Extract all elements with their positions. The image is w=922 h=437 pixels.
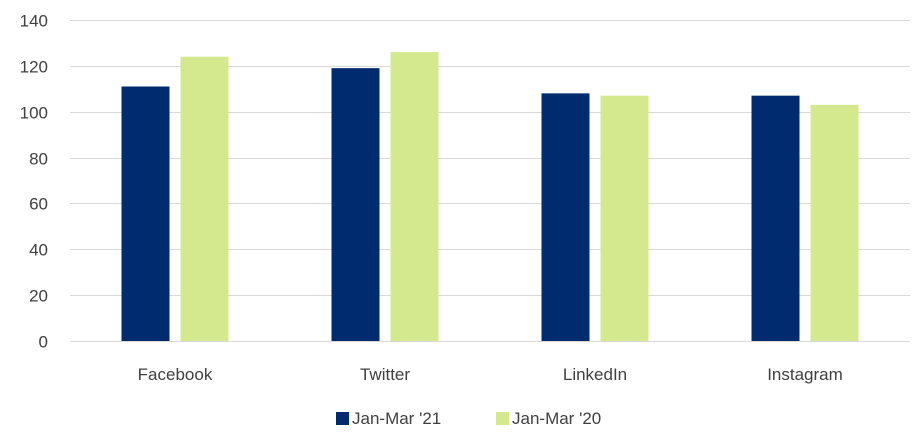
bar-facebook-series-1: [121, 86, 170, 341]
legend-swatch: [336, 412, 349, 425]
y-axis: 0 20 40 60 80 100 120 140: [20, 12, 48, 352]
bar-instagram-series-2: [810, 104, 859, 341]
x-category-label: Facebook: [138, 365, 213, 384]
y-tick-label: 100: [20, 104, 48, 123]
legend-label: Jan-Mar '21: [352, 409, 441, 428]
bar-twitter-series-2: [390, 52, 439, 341]
y-tick-label: 20: [29, 287, 48, 306]
legend-swatch: [496, 412, 509, 425]
legend: Jan-Mar '21 Jan-Mar '20: [336, 409, 601, 428]
y-tick-label: 60: [29, 195, 48, 214]
bar-twitter-series-1: [331, 68, 380, 342]
bar-facebook-series-2: [180, 56, 229, 341]
x-category-label: Twitter: [360, 365, 410, 384]
x-category-label: LinkedIn: [563, 365, 627, 384]
bars: [121, 52, 859, 342]
bar-linkedin-series-1: [541, 93, 590, 341]
legend-label: Jan-Mar '20: [512, 409, 601, 428]
x-axis: Facebook Twitter LinkedIn Instagram: [70, 341, 910, 384]
y-tick-label: 40: [29, 241, 48, 260]
bar-linkedin-series-2: [600, 95, 649, 342]
y-tick-label: 80: [29, 150, 48, 169]
y-tick-label: 120: [20, 58, 48, 77]
y-tick-label: 140: [20, 12, 48, 31]
bar-instagram-series-1: [751, 95, 800, 342]
y-tick-label: 0: [39, 333, 48, 352]
x-category-label: Instagram: [767, 365, 843, 384]
